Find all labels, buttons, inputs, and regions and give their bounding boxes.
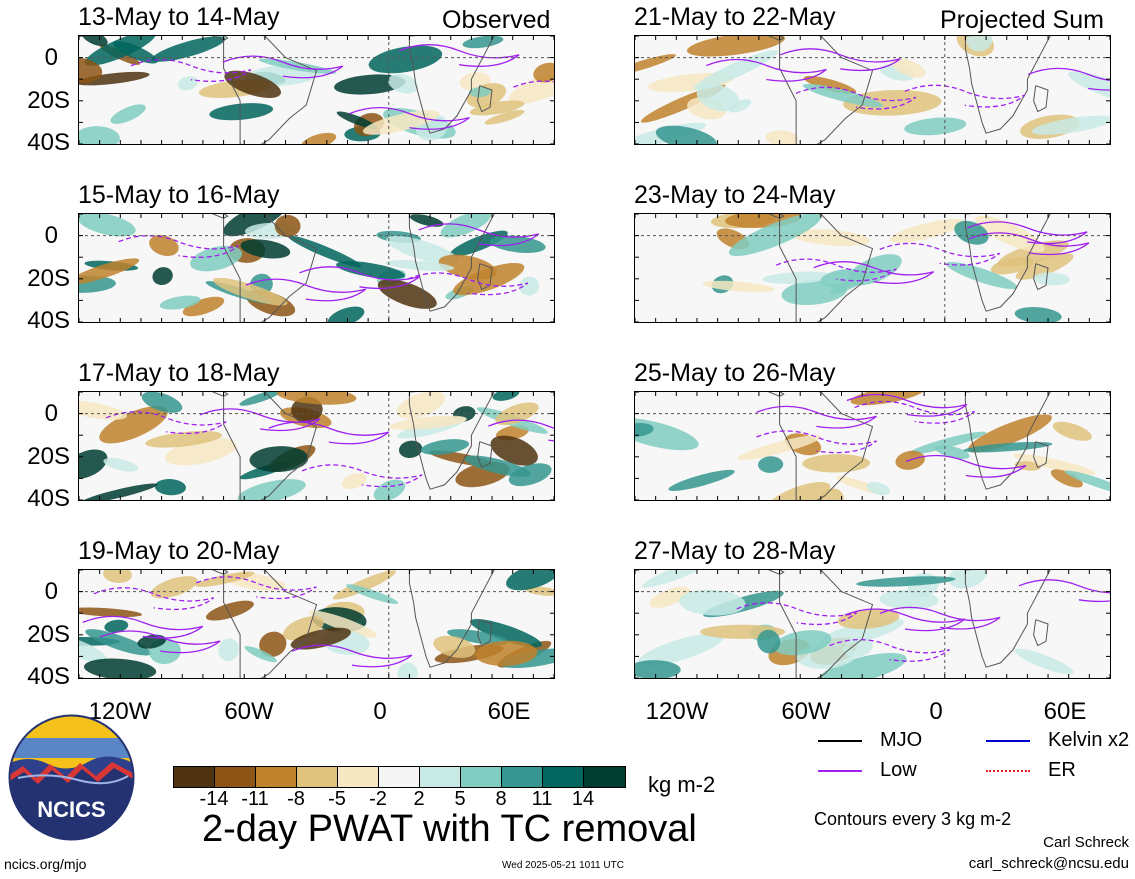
lat-label: 0 (44, 44, 58, 71)
timestamp: Wed 2025-05-21 1011 UTC (502, 860, 624, 871)
legend-line-kelvin (986, 739, 1030, 742)
site-url: ncics.org/mjo (4, 856, 87, 872)
lon-label: 60W (224, 698, 274, 725)
lat-label: 0 (44, 222, 58, 249)
lon-label: 60E (1043, 698, 1087, 725)
colorbar-tick-label: -14 (199, 788, 229, 810)
colorbar-swatch (502, 767, 543, 787)
lon-label: 0 (929, 698, 943, 725)
map-panel-2 (78, 213, 555, 323)
panel-title-1: 13-May to 14-May (78, 3, 280, 31)
colorbar-tick-label: 5 (454, 788, 466, 810)
map-panel-5 (634, 35, 1111, 145)
panel-title-7: 25-May to 26-May (634, 359, 836, 387)
lat-label: 40S (27, 485, 70, 512)
panel-title-4: 19-May to 20-May (78, 537, 280, 565)
panel-note-projected: Projected Sum (940, 6, 1104, 34)
legend-er: ER (986, 759, 1076, 782)
logo-text: NCICS (37, 797, 105, 822)
panel-title-5: 21-May to 22-May (634, 3, 836, 31)
map-panel-3 (78, 391, 555, 501)
map-panel-6 (634, 213, 1111, 323)
lat-label: 20S (27, 265, 70, 292)
lon-label: 0 (373, 698, 387, 725)
colorbar-swatch (543, 767, 584, 787)
legend-line-er (986, 769, 1030, 772)
lat-label: 40S (27, 129, 70, 156)
legend-label-kelvin: Kelvin x2 (1048, 729, 1130, 751)
legend-mjo: MJO (818, 729, 922, 752)
legend-label-er: ER (1048, 759, 1076, 781)
map-field-5 (635, 36, 1110, 144)
colorbar-tick-label: 2 (413, 788, 425, 810)
lat-label: 40S (27, 307, 70, 334)
colorbar-tick-label: 8 (495, 788, 507, 810)
lon-label: 60W (781, 698, 831, 725)
colorbar-units: kg m-2 (648, 772, 716, 797)
colorbar-tick-label: 14 (571, 788, 595, 810)
lat-label: 0 (44, 578, 58, 605)
legend-line-low (818, 769, 862, 772)
colorbar-swatch (420, 767, 461, 787)
figure-title: 2-day PWAT with TC removal (202, 808, 697, 850)
map-field-7 (635, 392, 1110, 500)
colorbar-swatch (215, 767, 256, 787)
panel-title-3: 17-May to 18-May (78, 359, 280, 387)
legend-line-mjo (818, 739, 862, 742)
colorbar (173, 766, 626, 788)
map-panel-1 (78, 35, 555, 145)
map-panel-8 (634, 569, 1111, 679)
lat-label: 40S (27, 663, 70, 690)
legend-low: Low (818, 759, 917, 782)
panel-title-8: 27-May to 28-May (634, 537, 836, 565)
colorbar-swatch (584, 767, 625, 787)
map-field-4 (79, 570, 554, 678)
colorbar-tick-label: 11 (531, 788, 553, 810)
lon-label: 60E (487, 698, 531, 725)
contour-note: Contours every 3 kg m-2 (814, 809, 1012, 829)
ncics-logo: NCICS (8, 714, 135, 841)
colorbar-swatch (379, 767, 420, 787)
legend-kelvin: Kelvin x2 (986, 729, 1129, 752)
colorbar-tick-label: -5 (328, 788, 346, 810)
lat-label: 20S (27, 621, 70, 648)
map-field-3 (79, 392, 554, 500)
colorbar-swatch (297, 767, 338, 787)
map-field-8 (635, 570, 1110, 678)
map-field-2 (79, 214, 554, 322)
map-field-1 (79, 36, 554, 144)
legend-label-mjo: MJO (880, 729, 923, 751)
lat-label: 0 (44, 400, 58, 427)
colorbar-swatch (461, 767, 502, 787)
author-email: carl_schreck@ncsu.edu (968, 855, 1129, 872)
legend-label-low: Low (880, 759, 917, 781)
map-panel-7 (634, 391, 1111, 501)
map-field-6 (635, 214, 1110, 322)
lon-label: 120W (645, 698, 709, 725)
author-name: Carl Schreck (1043, 834, 1129, 851)
panel-note-observed: Observed (442, 6, 551, 34)
map-panel-4 (78, 569, 555, 679)
lon-label: 120W (88, 698, 152, 725)
colorbar-swatch (256, 767, 297, 787)
lat-label: 20S (27, 443, 70, 470)
colorbar-swatch (174, 767, 215, 787)
panel-title-2: 15-May to 16-May (78, 181, 280, 209)
colorbar-tick-label: -11 (241, 788, 269, 810)
colorbar-tick-label: -2 (369, 788, 387, 810)
colorbar-swatch (338, 767, 379, 787)
colorbar-tick-label: -8 (287, 788, 305, 810)
panel-title-6: 23-May to 24-May (634, 181, 836, 209)
lat-label: 20S (27, 87, 70, 114)
